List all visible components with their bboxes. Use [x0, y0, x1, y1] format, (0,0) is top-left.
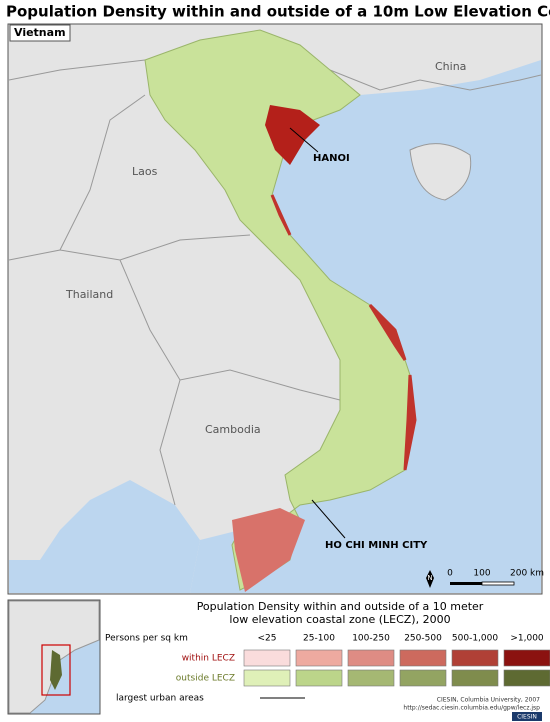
swatch — [243, 669, 291, 687]
region-tag: Vietnam — [14, 26, 66, 39]
urban-label: largest urban areas — [116, 694, 204, 704]
inset-map — [7, 599, 101, 715]
title: Population Density within and outside of… — [6, 3, 550, 21]
gulf-of-thailand — [9, 480, 200, 593]
legend-unit: Persons per sq km — [105, 634, 188, 644]
class-label: 500-1,000 — [452, 634, 498, 644]
country-label: Laos — [132, 165, 158, 178]
map: Vietnam China Laos Thailand Cambodia HAN… — [7, 23, 544, 595]
city-label: HANOI — [313, 153, 350, 164]
country-label: Thailand — [65, 288, 113, 301]
swatch — [503, 669, 550, 687]
class-label: 100-250 — [352, 634, 390, 644]
swatch — [347, 649, 395, 667]
coastal-lecz — [270, 194, 417, 471]
red-river-delta — [265, 105, 320, 165]
class-label: >1,000 — [510, 634, 544, 644]
swatch — [451, 669, 499, 687]
swatch — [399, 669, 447, 687]
swatch — [503, 649, 550, 667]
swatch — [451, 649, 499, 667]
region-tag-box — [9, 24, 71, 42]
swatch — [295, 649, 343, 667]
swatch — [347, 669, 395, 687]
credit: http://sedac.ciesin.columbia.edu/gpw/lec… — [403, 705, 540, 712]
scale-bar — [450, 582, 482, 585]
class-label: 25-100 — [303, 634, 335, 644]
scale-label: 0 — [447, 569, 453, 579]
country-label: Cambodia — [205, 423, 261, 436]
mekong-delta — [232, 508, 305, 592]
legend-title: low elevation coastal zone (LECZ), 2000 — [229, 613, 450, 626]
hainan — [409, 143, 472, 201]
row-label: within LECZ — [182, 654, 235, 664]
row-label: outside LECZ — [176, 674, 235, 684]
class-label: <25 — [258, 634, 277, 644]
north-arrow — [426, 570, 434, 588]
legend-title: Population Density within and outside of… — [197, 600, 484, 613]
country-label: China — [435, 60, 466, 73]
class-label: 250-500 — [404, 634, 442, 644]
leader-line — [289, 127, 319, 153]
city-label: HO CHI MINH CITY — [325, 540, 428, 551]
swatch — [295, 669, 343, 687]
china-coast — [329, 69, 542, 91]
legend: Population Density within and outside of… — [105, 600, 550, 721]
borders — [8, 59, 341, 506]
swatch — [243, 649, 291, 667]
north-label: N — [427, 574, 432, 582]
logo-text: CIESIN — [517, 714, 537, 721]
scale-label: 200 km — [510, 569, 544, 579]
swatch — [399, 649, 447, 667]
credit: CIESIN, Columbia University, 2007 — [437, 697, 540, 704]
logo — [512, 712, 542, 721]
leader-line — [311, 499, 346, 539]
scale-bar — [481, 581, 515, 586]
scale-label: 100 — [473, 569, 490, 579]
